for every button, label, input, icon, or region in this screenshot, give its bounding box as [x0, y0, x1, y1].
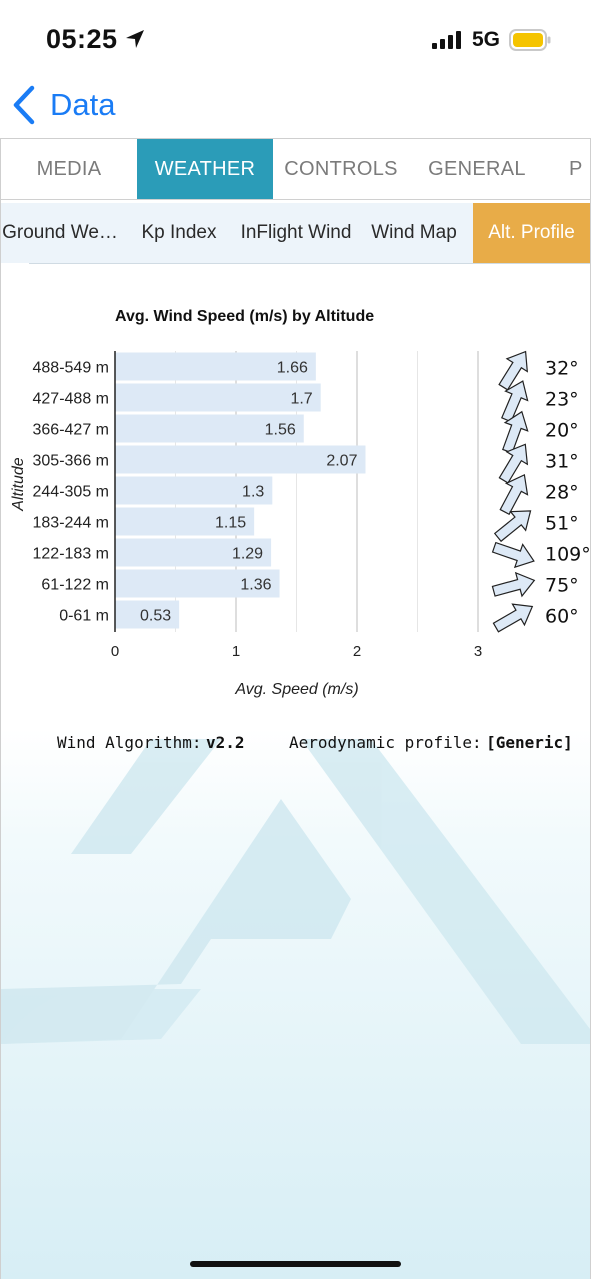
main-tabs: MEDIA WEATHER CONTROLS GENERAL P [1, 139, 590, 200]
bar [115, 569, 280, 598]
network-type: 5G [472, 28, 501, 51]
arrow-icon [501, 380, 529, 423]
y-tick-label: 0-61 m [59, 608, 109, 625]
x-tick-label: 1 [232, 643, 240, 660]
wind-direction-arrow [493, 510, 532, 543]
wind-altitude-chart: 0 1 2 3 1.66 488-549 m 32° 1.7 427-488 m 23° 1.56 3… [1, 339, 590, 719]
back-button[interactable]: Data [10, 82, 115, 128]
y-tick-label: 366-427 m [33, 422, 110, 439]
wind-direction-label: 75° [545, 575, 579, 597]
arrow-icon [491, 541, 535, 569]
wind-algorithm-info: Wind Algorithm: v2.2 [57, 733, 244, 753]
location-arrow-icon [126, 30, 144, 48]
y-tick-label: 61-122 m [41, 577, 109, 594]
x-axis-label: Avg. Speed (m/s) [234, 681, 358, 698]
tab-more[interactable]: P [569, 158, 583, 180]
chart-y-axis-label: Altitude [10, 457, 27, 511]
x-tick-label: 0 [111, 643, 119, 660]
tab-weather[interactable]: WEATHER [137, 139, 273, 199]
wind-direction-label: 23° [545, 389, 579, 411]
bar-value-label: 2.07 [326, 453, 357, 470]
bar-value-label: 1.66 [277, 360, 308, 377]
arrow-icon [498, 350, 528, 391]
back-label: Data [50, 87, 116, 122]
subtab-ground-weather[interactable]: Ground We… [2, 222, 118, 243]
bar [115, 445, 366, 474]
y-tick-label: 244-305 m [33, 484, 110, 501]
bar-value-label: 1.15 [215, 515, 246, 532]
x-tick-label: 2 [353, 643, 361, 660]
aerodynamic-profile-label: Aerodynamic profile: [289, 733, 482, 752]
wind-direction-arrow [502, 410, 529, 454]
wind-direction-arrow [501, 380, 529, 423]
wind-algorithm-value: v2.2 [205, 733, 245, 752]
battery-icon [509, 29, 551, 51]
wind-direction-arrow [499, 473, 529, 516]
wind-direction-arrow [498, 443, 529, 484]
chart-title: Avg. Wind Speed (m/s) by Altitude [115, 308, 375, 325]
home-indicator[interactable] [190, 1261, 401, 1267]
y-tick-label: 183-244 m [33, 515, 110, 532]
chart-svg: 0 1 2 3 1.66 488-549 m 32° 1.7 427-488 m 23° 1.56 3… [33, 350, 590, 698]
chevron-left-icon [13, 85, 35, 125]
watermark-logo [1, 739, 590, 1044]
wind-direction-label: 109° [545, 544, 590, 566]
wind-direction-arrow [492, 603, 534, 633]
arrow-icon [491, 571, 536, 598]
wind-direction-label: 32° [545, 358, 579, 380]
arrow-icon [498, 443, 529, 484]
wind-direction-arrow [498, 350, 528, 391]
y-tick-label: 305-366 m [33, 453, 110, 470]
weather-subtabs: Ground We… Kp Index InFlight Wind Wind M… [1, 203, 590, 263]
bar [115, 538, 272, 567]
status-time: 05:25 [46, 24, 118, 54]
nav-bar: Data [0, 80, 591, 138]
cellular-signal-icon [432, 31, 461, 49]
bar [115, 476, 273, 505]
wind-direction-label: 20° [545, 420, 579, 442]
subtab-kp-index[interactable]: Kp Index [141, 222, 217, 243]
subtab-divider [29, 263, 590, 264]
bar-value-label: 0.53 [140, 608, 171, 625]
aerodynamic-profile-info: Aerodynamic profile: [Generic] [289, 733, 573, 753]
content-frame: MEDIA WEATHER CONTROLS GENERAL P Ground … [0, 138, 591, 1279]
bar [115, 383, 321, 412]
wind-direction-arrow [491, 541, 535, 569]
wind-direction-arrow [491, 571, 536, 598]
bar [115, 414, 304, 443]
bar [115, 600, 180, 629]
wind-direction-label: 31° [545, 451, 579, 473]
tab-controls[interactable]: CONTROLS [284, 158, 398, 180]
arrow-icon [502, 410, 529, 454]
bar-value-label: 1.3 [242, 484, 264, 501]
bar-value-label: 1.56 [265, 422, 296, 439]
bar-value-label: 1.7 [290, 391, 312, 408]
wind-direction-label: 28° [545, 482, 579, 504]
y-tick-label: 427-488 m [33, 391, 110, 408]
subtab-alt-profile[interactable]: Alt. Profile [473, 203, 590, 263]
x-tick-label: 3 [474, 643, 482, 660]
bar-value-label: 1.29 [232, 546, 263, 563]
wind-direction-label: 51° [545, 513, 579, 535]
arrow-icon [499, 473, 529, 516]
status-bar: 05:25 5G [0, 0, 591, 80]
tab-media[interactable]: MEDIA [36, 158, 102, 180]
tab-general[interactable]: GENERAL [428, 158, 526, 180]
y-tick-label: 122-183 m [33, 546, 110, 563]
y-tick-label: 488-549 m [33, 360, 110, 377]
wind-direction-label: 60° [545, 606, 579, 628]
arrow-icon [493, 510, 532, 543]
subtab-wind-map[interactable]: Wind Map [371, 222, 457, 243]
bar [115, 352, 316, 381]
subtab-inflight-wind[interactable]: InFlight Wind [240, 222, 352, 243]
bar [115, 507, 255, 536]
aerodynamic-profile-value: [Generic] [486, 733, 573, 752]
bar-value-label: 1.36 [240, 577, 271, 594]
arrow-icon [492, 603, 534, 633]
wind-algorithm-label: Wind Algorithm: [57, 733, 202, 752]
